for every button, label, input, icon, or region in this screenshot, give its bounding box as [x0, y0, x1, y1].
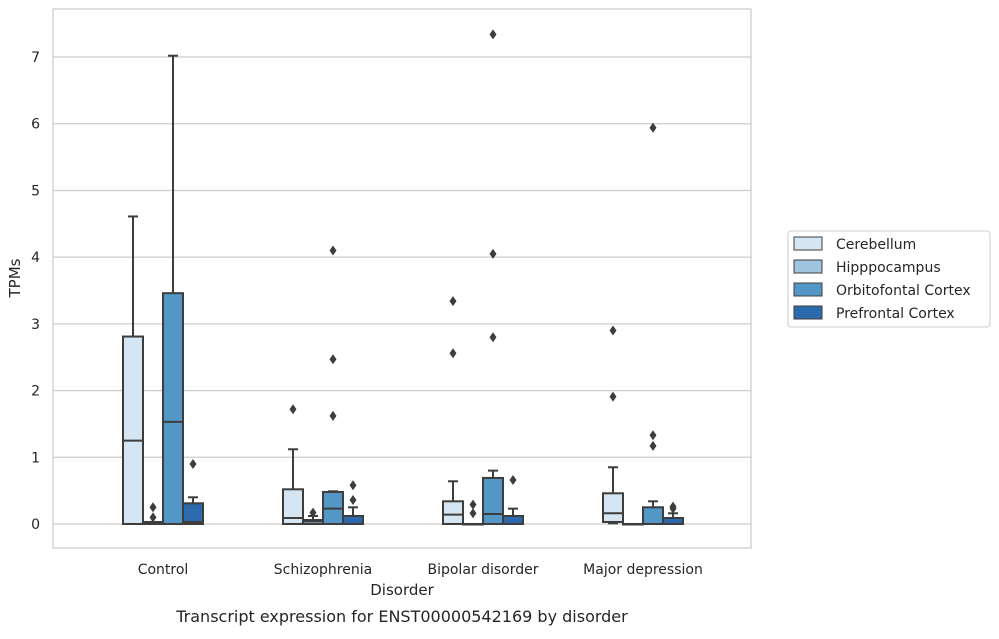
chart-caption: Transcript expression for ENST0000054216…	[175, 607, 628, 626]
legend-swatch	[793, 282, 823, 297]
outlier-point	[449, 296, 457, 307]
legend-swatch	[793, 236, 823, 251]
y-tick-label: 1	[31, 450, 40, 466]
outlier-point	[189, 458, 197, 469]
outlier-point	[329, 245, 337, 256]
box-2-1	[322, 245, 344, 525]
y-tick-label: 5	[31, 183, 40, 199]
y-tick-labels: 0 1 2 3 4 5 6 7	[31, 50, 40, 533]
outlier-point	[329, 354, 337, 365]
outlier-point	[449, 348, 457, 359]
x-axis-title: Disorder	[370, 581, 434, 599]
box-body	[122, 335, 144, 525]
box-1-2	[462, 499, 484, 526]
box-2-2	[482, 29, 504, 525]
outlier-point	[669, 501, 677, 512]
y-axis-title: TPMs	[6, 258, 24, 298]
legend-label: Cerebellum	[836, 237, 916, 253]
outlier-point	[349, 480, 357, 491]
box-body	[282, 488, 304, 525]
box-body	[602, 492, 624, 523]
box-0-3	[602, 325, 624, 525]
x-tick-label: Control	[138, 562, 189, 578]
x-tick-label: Bipolar disorder	[427, 562, 538, 578]
box-body	[162, 292, 184, 525]
y-tick-label: 0	[31, 517, 40, 533]
x-tick-label: Major depression	[583, 562, 703, 578]
box-0-0	[122, 215, 144, 525]
box-body	[182, 502, 204, 525]
y-tick-label: 7	[31, 50, 40, 66]
outlier-point	[649, 122, 657, 133]
box-2-0	[162, 54, 184, 525]
box-3-0	[182, 458, 204, 525]
box-body	[642, 506, 664, 525]
box-0-2	[442, 296, 464, 525]
outlier-point	[509, 474, 517, 485]
box-body	[442, 500, 464, 525]
outlier-point	[329, 410, 337, 421]
box-3-1	[342, 480, 364, 525]
outlier-point	[469, 499, 477, 510]
outlier-point	[289, 404, 297, 415]
box-2-3	[642, 122, 664, 525]
outlier-point	[609, 391, 617, 402]
box-1-0	[142, 502, 164, 525]
y-tick-label: 2	[31, 384, 40, 400]
box-3-2	[502, 474, 524, 525]
box-1-3	[622, 522, 644, 526]
box-0-1	[282, 404, 304, 525]
legend-label: Prefrontal Cortex	[836, 306, 955, 322]
box-body	[482, 476, 504, 525]
legend-frame	[787, 230, 991, 328]
legend-swatch	[793, 259, 823, 274]
box-body	[502, 514, 524, 525]
x-tick-labels: Control Schizophrenia Bipolar disorder Majo…	[138, 562, 703, 578]
legend-label: Hipppocampus	[836, 260, 941, 276]
outlier-point	[469, 508, 477, 519]
box-1-1	[302, 507, 324, 525]
outlier-point	[649, 440, 657, 451]
box-body	[342, 514, 364, 525]
outlier-point	[609, 325, 617, 336]
y-tick-label: 3	[31, 317, 40, 333]
outlier-point	[309, 507, 317, 518]
grid-layer	[53, 56, 751, 525]
outlier-point	[489, 248, 497, 259]
box-3-3	[662, 501, 684, 525]
y-tick-label: 4	[31, 250, 40, 266]
y-tick-label: 6	[31, 117, 40, 133]
outlier-point	[649, 430, 657, 441]
outlier-point	[489, 29, 497, 40]
legend: Cerebellum Hipppocampus Orbitofontal Corte…	[787, 230, 991, 328]
x-tick-label: Schizophrenia	[274, 562, 372, 578]
legend-items: Cerebellum Hipppocampus Orbitofontal Corte…	[793, 236, 971, 322]
outlier-point	[149, 502, 157, 513]
outlier-point	[349, 494, 357, 505]
plot-frame	[52, 8, 752, 549]
outlier-point	[149, 512, 157, 523]
outlier-point	[489, 332, 497, 343]
plot-layer	[122, 29, 684, 526]
legend-label: Orbitofontal Cortex	[836, 283, 971, 299]
legend-swatch	[793, 305, 823, 320]
